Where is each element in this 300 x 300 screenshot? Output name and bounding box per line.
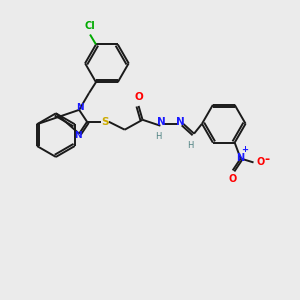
Text: N: N [76, 103, 84, 112]
Text: N: N [157, 117, 166, 127]
Text: H: H [187, 141, 193, 150]
Text: -: - [264, 153, 269, 166]
Text: O: O [229, 174, 237, 184]
Text: H: H [155, 132, 162, 141]
Text: O: O [256, 158, 265, 167]
Text: N: N [176, 117, 184, 127]
Text: O: O [134, 92, 143, 102]
Text: N: N [74, 131, 82, 140]
Text: +: + [241, 145, 248, 154]
Text: S: S [101, 117, 109, 127]
Text: Cl: Cl [85, 21, 95, 31]
Text: N: N [237, 154, 245, 164]
